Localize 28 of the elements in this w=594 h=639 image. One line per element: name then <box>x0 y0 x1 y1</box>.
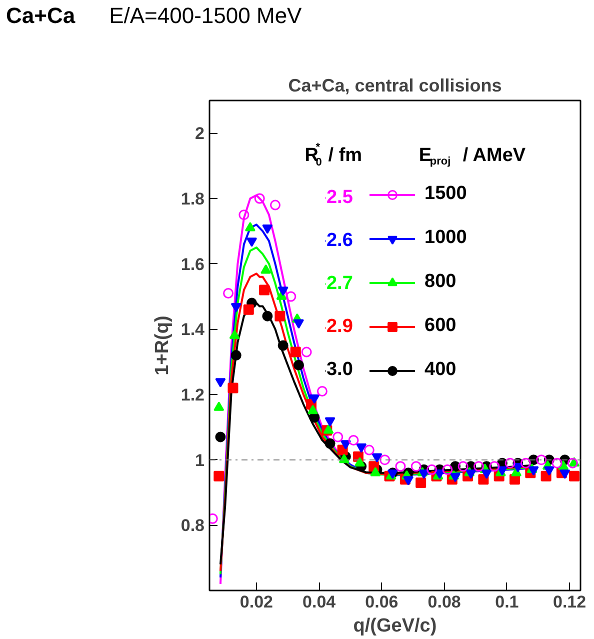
text: Ca+Ca <box>6 3 76 28</box>
chart-title: Ca+Ca, central collisions <box>288 76 502 96</box>
y-tick-label: 1.6 <box>180 254 205 274</box>
x-tick-label: 0.12 <box>553 592 586 612</box>
y-tick-label: 1.4 <box>180 320 206 340</box>
legend-label: 1500 <box>424 183 467 206</box>
text: E/A=400-1500 MeV <box>109 3 302 28</box>
legend-label: 1000 <box>424 227 467 250</box>
y-tick-label: 1.2 <box>180 386 205 404</box>
y-tick-label: 1.8 <box>180 190 205 208</box>
x-tick-label: 0.08 <box>428 592 461 612</box>
legend-label: 800 <box>424 271 456 294</box>
legend-label: 400 <box>424 359 456 382</box>
legend-label: 2.6 <box>326 230 353 252</box>
y-tick-label: 1 <box>195 450 205 470</box>
x-axis-title: q/(GeV/c) <box>353 616 437 636</box>
legend-label: 2.7 <box>326 272 353 295</box>
x-tick-label: 0.06 <box>365 592 398 612</box>
legend-label: 2.5 <box>326 186 353 209</box>
y-tick-label: 2 <box>195 124 205 144</box>
x-tick-label: 0.02 <box>240 592 274 612</box>
x-tick-label: 0.04 <box>302 592 336 612</box>
x-tick-label: 0.1 <box>495 592 519 612</box>
y-tick-label: 0.8 <box>180 516 205 536</box>
legend-label: 600 <box>424 315 456 338</box>
legend-label: 3.0 <box>326 359 353 382</box>
legend-label: 2.9 <box>326 316 353 338</box>
y-axis-title: 1+R(q) <box>152 316 173 376</box>
